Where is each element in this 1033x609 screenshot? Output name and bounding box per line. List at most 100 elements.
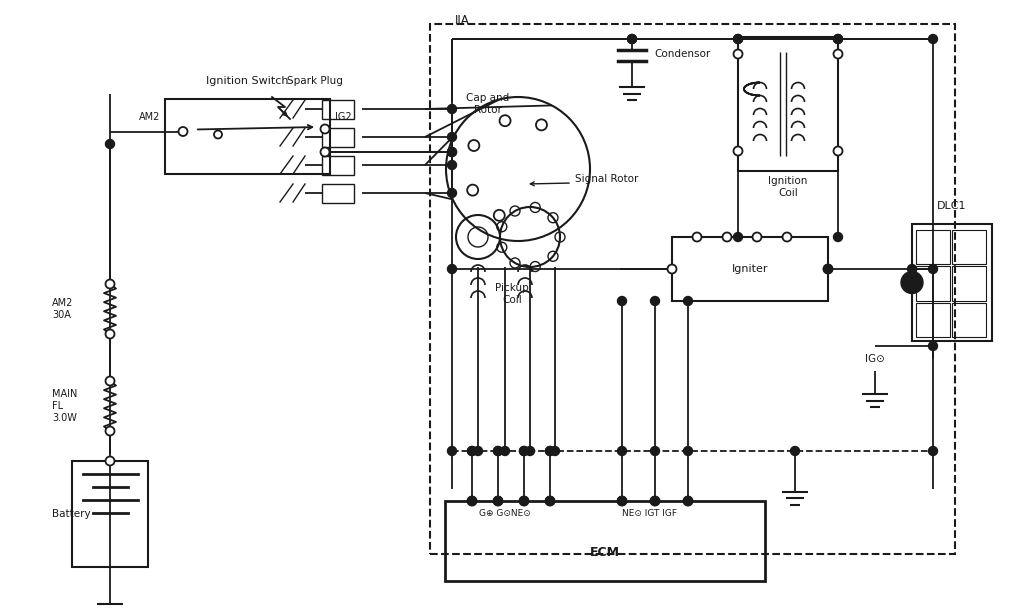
Circle shape [494, 496, 502, 505]
Circle shape [520, 496, 529, 505]
Circle shape [684, 297, 692, 306]
Text: Ignition Switch: Ignition Switch [207, 76, 289, 86]
Circle shape [105, 457, 115, 465]
Circle shape [551, 446, 560, 456]
Text: AM2: AM2 [138, 111, 160, 122]
Text: NE⊙ IGT IGF: NE⊙ IGT IGF [623, 510, 678, 518]
Circle shape [447, 264, 457, 273]
Circle shape [447, 105, 457, 113]
Circle shape [823, 264, 833, 273]
Bar [912, 224, 992, 341]
Circle shape [468, 140, 479, 151]
Circle shape [545, 496, 555, 505]
Text: IIA: IIA [455, 14, 470, 27]
Text: Signal Rotor: Signal Rotor [575, 174, 638, 184]
Circle shape [320, 124, 330, 133]
Circle shape [447, 189, 457, 197]
Bar [322, 155, 354, 175]
Circle shape [651, 446, 659, 456]
Circle shape [618, 297, 626, 306]
Text: IG⊙: IG⊙ [865, 354, 885, 364]
Circle shape [783, 233, 791, 242]
Circle shape [520, 446, 529, 456]
Text: MAIN
FL
3.0W: MAIN FL 3.0W [52, 389, 77, 423]
Circle shape [468, 496, 476, 505]
Circle shape [692, 233, 701, 242]
Circle shape [500, 115, 510, 126]
Circle shape [467, 185, 478, 195]
Circle shape [823, 264, 833, 273]
Circle shape [105, 426, 115, 435]
Circle shape [908, 264, 916, 273]
Circle shape [627, 35, 636, 43]
Text: Cap and
Rotor: Cap and Rotor [466, 93, 509, 115]
Bar [430, 24, 954, 554]
Text: Battery: Battery [52, 509, 91, 519]
Circle shape [320, 147, 330, 157]
Bar [672, 237, 828, 301]
Circle shape [447, 161, 457, 169]
Circle shape [105, 376, 115, 385]
Bar [165, 99, 330, 174]
Circle shape [752, 233, 761, 242]
Text: Ignition
Coil: Ignition Coil [769, 176, 808, 198]
Bar [72, 461, 148, 567]
Circle shape [501, 446, 509, 456]
Circle shape [901, 272, 924, 294]
Circle shape [494, 446, 502, 456]
Circle shape [929, 446, 938, 456]
Circle shape [520, 496, 529, 505]
Circle shape [520, 446, 529, 456]
Circle shape [545, 446, 555, 456]
Circle shape [684, 496, 692, 505]
Bar [916, 230, 950, 264]
Text: G⊕ G⊙NE⊙: G⊕ G⊙NE⊙ [479, 510, 531, 518]
Circle shape [105, 280, 115, 289]
Text: Condensor: Condensor [654, 49, 711, 59]
Circle shape [447, 147, 457, 157]
Circle shape [545, 496, 555, 505]
Circle shape [494, 446, 502, 456]
Circle shape [834, 35, 843, 43]
Circle shape [733, 49, 743, 58]
Circle shape [545, 446, 555, 456]
Circle shape [929, 264, 938, 273]
Text: DLC1: DLC1 [937, 201, 967, 211]
Circle shape [790, 446, 800, 456]
Bar [952, 266, 987, 301]
Circle shape [627, 35, 636, 43]
Circle shape [526, 446, 534, 456]
Circle shape [929, 35, 938, 43]
Circle shape [105, 329, 115, 339]
Circle shape [733, 35, 743, 43]
Circle shape [651, 496, 659, 505]
Circle shape [618, 496, 626, 505]
Circle shape [834, 147, 843, 155]
Bar [322, 127, 354, 147]
Circle shape [468, 446, 476, 456]
Circle shape [651, 496, 659, 505]
Circle shape [733, 35, 743, 43]
Bar [322, 183, 354, 203]
Circle shape [834, 35, 843, 43]
Circle shape [618, 496, 626, 505]
Circle shape [536, 119, 547, 130]
Bar [952, 303, 987, 337]
Text: AM2
30A: AM2 30A [52, 298, 73, 320]
Text: Pickup
Coil: Pickup Coil [495, 283, 529, 304]
Circle shape [651, 297, 659, 306]
Circle shape [494, 210, 505, 221]
Circle shape [929, 342, 938, 351]
Circle shape [834, 233, 843, 242]
Circle shape [447, 147, 457, 157]
Circle shape [684, 496, 692, 505]
Circle shape [447, 446, 457, 456]
Circle shape [447, 133, 457, 141]
Circle shape [684, 446, 692, 456]
Circle shape [667, 264, 677, 273]
Text: Igniter: Igniter [731, 264, 769, 274]
Circle shape [733, 147, 743, 155]
Bar [916, 266, 950, 301]
Circle shape [468, 446, 476, 456]
Text: IG2: IG2 [335, 112, 351, 122]
